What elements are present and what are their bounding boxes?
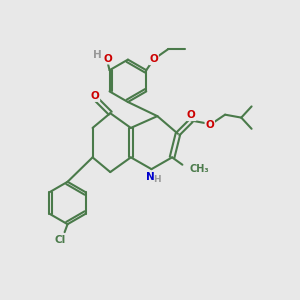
Text: CH₃: CH₃	[190, 164, 209, 174]
Text: N: N	[146, 172, 154, 182]
Text: H: H	[92, 50, 101, 60]
Text: O: O	[187, 110, 196, 120]
Text: O: O	[206, 120, 214, 130]
Text: O: O	[149, 54, 158, 64]
Text: O: O	[91, 91, 99, 101]
Text: H: H	[153, 175, 160, 184]
Text: O: O	[104, 54, 112, 64]
Text: Cl: Cl	[55, 235, 66, 244]
